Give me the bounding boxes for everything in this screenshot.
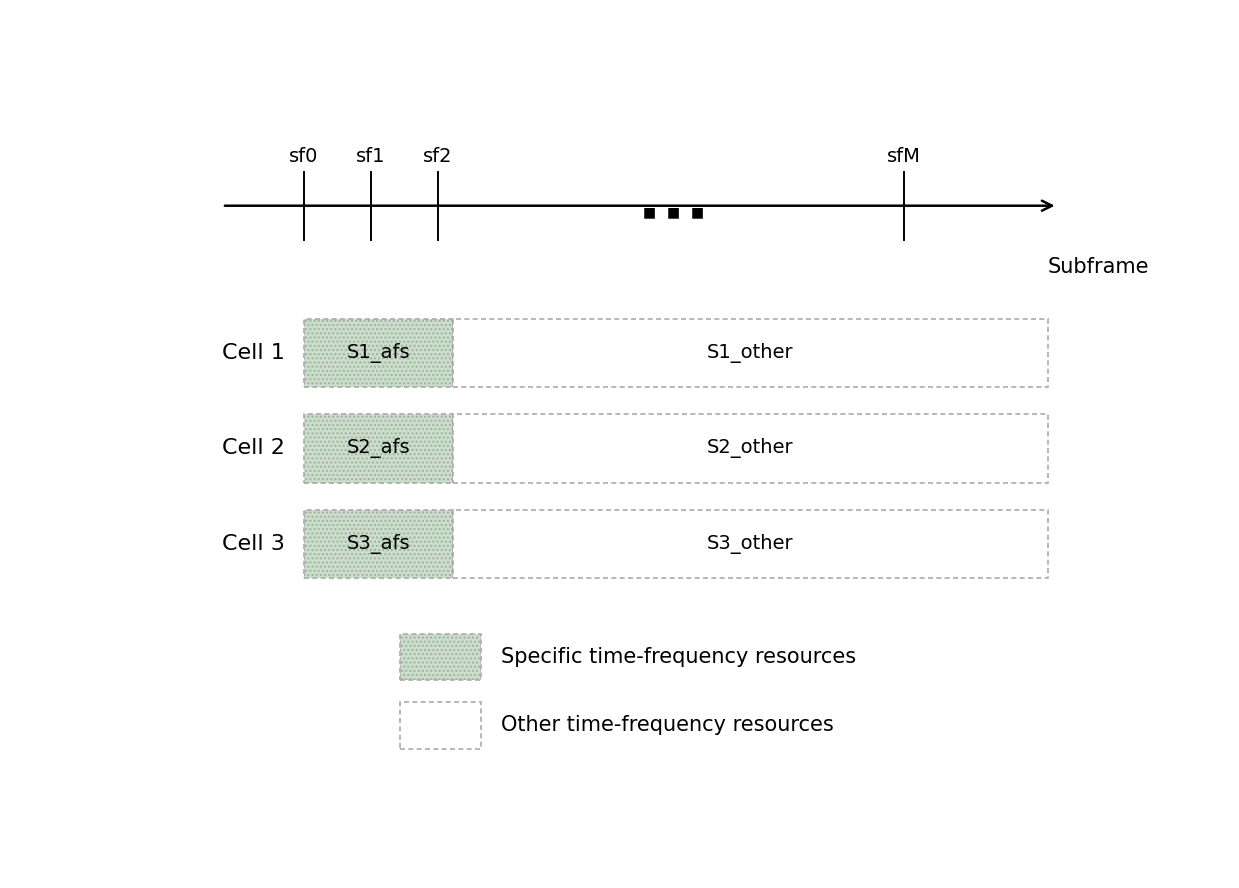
Text: sf2: sf2: [424, 147, 453, 166]
Bar: [452, 319, 1048, 387]
Bar: [304, 510, 452, 578]
Text: sf1: sf1: [356, 147, 385, 166]
Bar: [304, 319, 452, 387]
Bar: [400, 634, 482, 680]
Bar: [452, 414, 1048, 483]
Text: S2_afs: S2_afs: [347, 439, 410, 458]
Text: S2_other: S2_other: [707, 439, 793, 458]
Text: sf0: sf0: [289, 147, 318, 166]
Bar: [304, 414, 452, 483]
Text: Cell 2: Cell 2: [222, 439, 285, 458]
Text: S1_other: S1_other: [707, 343, 793, 362]
Bar: [400, 702, 482, 749]
Text: S3_afs: S3_afs: [347, 535, 410, 554]
Text: Cell 1: Cell 1: [222, 343, 285, 362]
Bar: [452, 510, 1048, 578]
Text: Specific time-frequency resources: Specific time-frequency resources: [501, 647, 856, 667]
Text: ■: ■: [691, 205, 704, 219]
Text: sfM: sfM: [887, 147, 921, 166]
Text: Subframe: Subframe: [1048, 257, 1150, 277]
Text: ■: ■: [643, 205, 655, 219]
Text: Other time-frequency resources: Other time-frequency resources: [501, 716, 834, 735]
Text: Cell 3: Cell 3: [222, 535, 285, 554]
Text: S1_afs: S1_afs: [347, 343, 410, 362]
Text: S3_other: S3_other: [707, 535, 793, 554]
Text: ■: ■: [667, 205, 680, 219]
